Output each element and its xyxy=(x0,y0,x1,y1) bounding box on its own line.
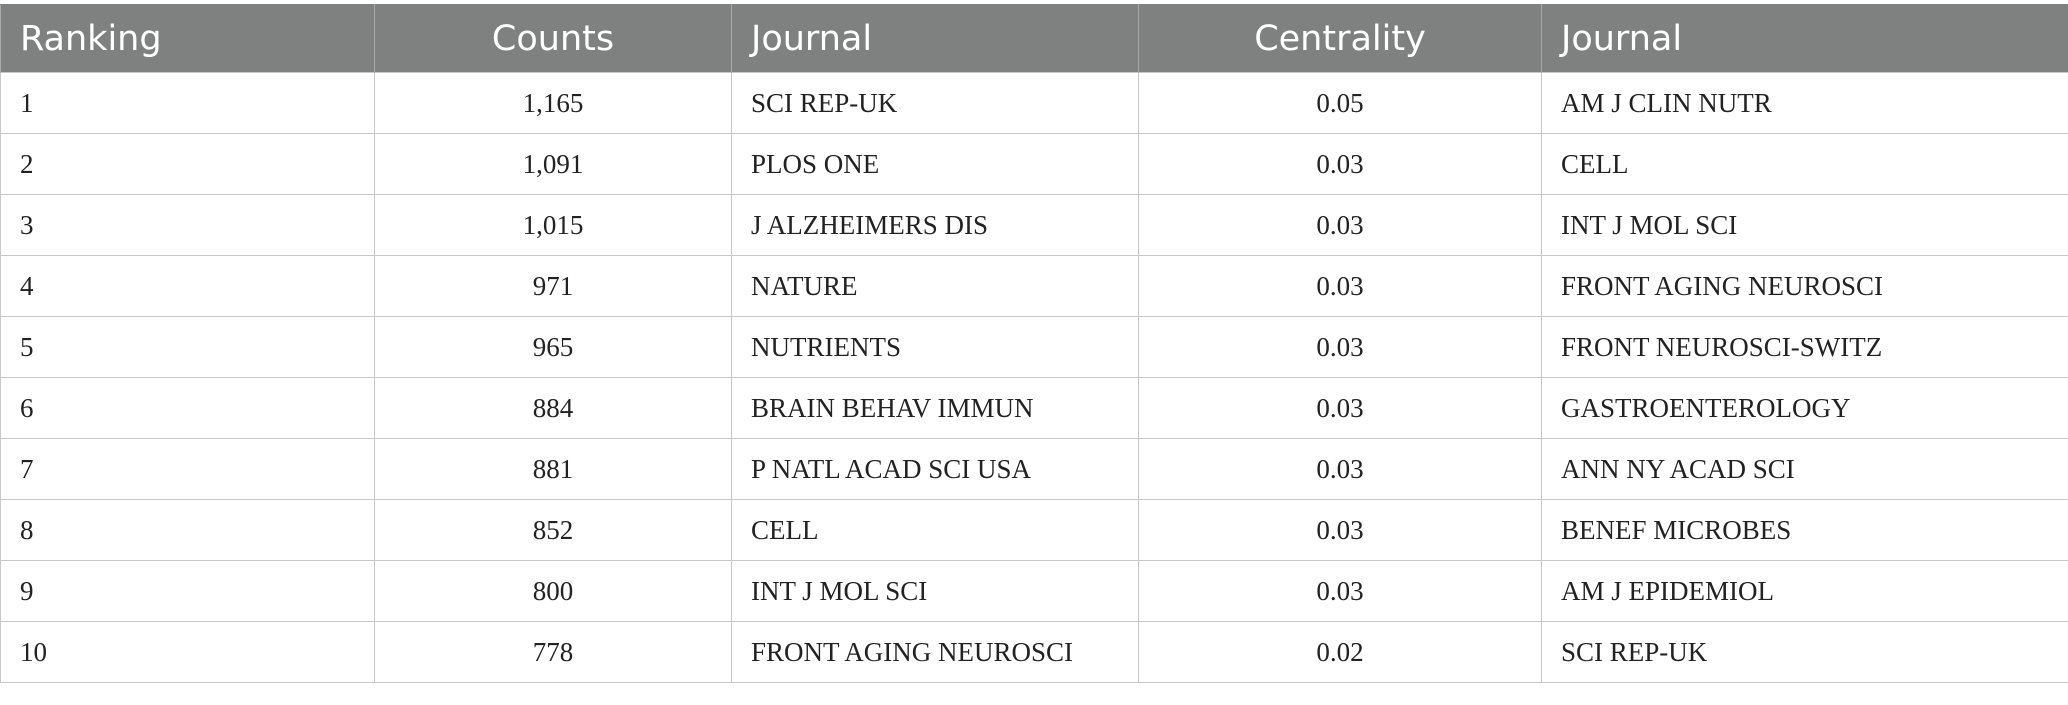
cell-centrality: 0.03 xyxy=(1138,499,1542,561)
cell-journal-by-counts: FRONT AGING NEUROSCI xyxy=(731,621,1139,683)
table-row: 3 1,015 J ALZHEIMERS DIS 0.03 INT J MOL SCI xyxy=(0,194,2068,256)
cell-centrality: 0.03 xyxy=(1138,438,1542,500)
cell-ranking: 3 xyxy=(0,194,375,256)
cell-centrality: 0.03 xyxy=(1138,560,1542,622)
table-row: 9 800 INT J MOL SCI 0.03 AM J EPIDEMIOL xyxy=(0,560,2068,622)
header-journal-by-counts: Journal xyxy=(731,4,1139,73)
table-row: 2 1,091 PLOS ONE 0.03 CELL xyxy=(0,133,2068,195)
cell-counts: 881 xyxy=(374,438,732,500)
header-centrality: Centrality xyxy=(1138,4,1542,73)
cell-journal-by-centrality: FRONT NEUROSCI-SWITZ xyxy=(1541,316,2068,378)
cell-ranking: 10 xyxy=(0,621,375,683)
journal-ranking-table-container: Ranking Counts Journal Centrality Journa… xyxy=(0,4,2068,683)
cell-centrality: 0.03 xyxy=(1138,133,1542,195)
cell-journal-by-centrality: CELL xyxy=(1541,133,2068,195)
cell-ranking: 5 xyxy=(0,316,375,378)
cell-journal-by-counts: J ALZHEIMERS DIS xyxy=(731,194,1139,256)
cell-counts: 1,091 xyxy=(374,133,732,195)
cell-counts: 852 xyxy=(374,499,732,561)
cell-counts: 800 xyxy=(374,560,732,622)
cell-centrality: 0.05 xyxy=(1138,72,1542,134)
cell-journal-by-centrality: BENEF MICROBES xyxy=(1541,499,2068,561)
cell-journal-by-counts: P NATL ACAD SCI USA xyxy=(731,438,1139,500)
header-ranking: Ranking xyxy=(0,4,375,73)
cell-centrality: 0.03 xyxy=(1138,194,1542,256)
cell-journal-by-centrality: INT J MOL SCI xyxy=(1541,194,2068,256)
cell-centrality: 0.02 xyxy=(1138,621,1542,683)
cell-ranking: 8 xyxy=(0,499,375,561)
cell-ranking: 2 xyxy=(0,133,375,195)
cell-counts: 1,165 xyxy=(374,72,732,134)
cell-ranking: 4 xyxy=(0,255,375,317)
cell-journal-by-centrality: SCI REP-UK xyxy=(1541,621,2068,683)
cell-ranking: 6 xyxy=(0,377,375,439)
cell-journal-by-counts: NUTRIENTS xyxy=(731,316,1139,378)
cell-ranking: 9 xyxy=(0,560,375,622)
table-row: 6 884 BRAIN BEHAV IMMUN 0.03 GASTROENTEROLOG… xyxy=(0,377,2068,439)
table-row: 10 778 FRONT AGING NEUROSCI 0.02 SCI REP-UK xyxy=(0,621,2068,683)
cell-centrality: 0.03 xyxy=(1138,377,1542,439)
cell-counts: 884 xyxy=(374,377,732,439)
cell-journal-by-counts: SCI REP-UK xyxy=(731,72,1139,134)
cell-journal-by-centrality: AM J CLIN NUTR xyxy=(1541,72,2068,134)
header-counts: Counts xyxy=(374,4,732,73)
cell-journal-by-centrality: GASTROENTEROLOGY xyxy=(1541,377,2068,439)
cell-journal-by-counts: CELL xyxy=(731,499,1139,561)
table-row: 1 1,165 SCI REP-UK 0.05 AM J CLIN NUTR xyxy=(0,72,2068,134)
cell-journal-by-centrality: AM J EPIDEMIOL xyxy=(1541,560,2068,622)
cell-journal-by-counts: NATURE xyxy=(731,255,1139,317)
cell-counts: 971 xyxy=(374,255,732,317)
table-row: 4 971 NATURE 0.03 FRONT AGING NEUROSCI xyxy=(0,255,2068,317)
table-row: 7 881 P NATL ACAD SCI USA 0.03 ANN NY ACAD S… xyxy=(0,438,2068,500)
cell-journal-by-centrality: ANN NY ACAD SCI xyxy=(1541,438,2068,500)
cell-ranking: 7 xyxy=(0,438,375,500)
table-row: 8 852 CELL 0.03 BENEF MICROBES xyxy=(0,499,2068,561)
header-journal-by-centrality: Journal xyxy=(1541,4,2068,73)
journal-ranking-table: Ranking Counts Journal Centrality Journa… xyxy=(0,4,2068,683)
cell-journal-by-centrality: FRONT AGING NEUROSCI xyxy=(1541,255,2068,317)
cell-counts: 1,015 xyxy=(374,194,732,256)
cell-counts: 965 xyxy=(374,316,732,378)
cell-centrality: 0.03 xyxy=(1138,316,1542,378)
cell-counts: 778 xyxy=(374,621,732,683)
cell-journal-by-counts: INT J MOL SCI xyxy=(731,560,1139,622)
table-body: 1 1,165 SCI REP-UK 0.05 AM J CLIN NUTR 2 1,091… xyxy=(0,72,2068,683)
cell-journal-by-counts: BRAIN BEHAV IMMUN xyxy=(731,377,1139,439)
cell-journal-by-counts: PLOS ONE xyxy=(731,133,1139,195)
cell-ranking: 1 xyxy=(0,72,375,134)
table-row: 5 965 NUTRIENTS 0.03 FRONT NEUROSCI-SWITZ xyxy=(0,316,2068,378)
cell-centrality: 0.03 xyxy=(1138,255,1542,317)
table-header: Ranking Counts Journal Centrality Journa… xyxy=(0,4,2068,73)
header-row: Ranking Counts Journal Centrality Journa… xyxy=(0,4,2068,73)
